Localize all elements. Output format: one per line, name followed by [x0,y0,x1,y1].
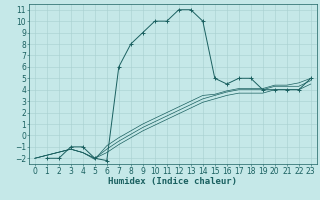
X-axis label: Humidex (Indice chaleur): Humidex (Indice chaleur) [108,177,237,186]
